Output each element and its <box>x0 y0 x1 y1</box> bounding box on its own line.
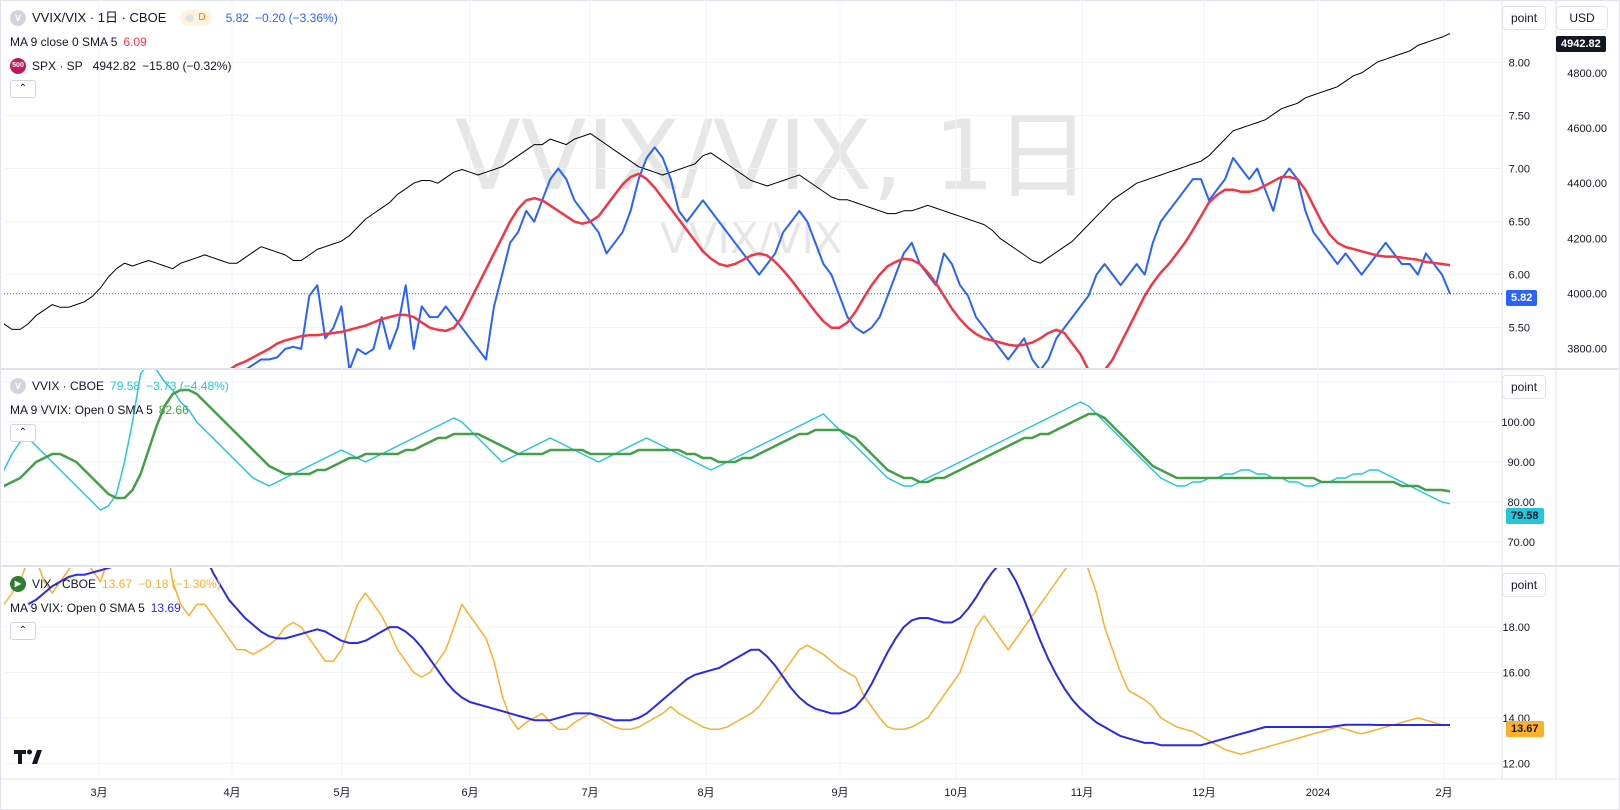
vix-collapse-button[interactable]: ⌃ <box>10 622 36 640</box>
main-symbol-title: VVIX/VIX · 1日 · CBOE <box>32 10 167 25</box>
compare-title: SPX · SP <box>32 59 83 73</box>
vvix-scale-button[interactable]: point <box>1502 375 1547 399</box>
time-axis-label: 5月 <box>333 787 350 799</box>
vix-ma-row[interactable]: MA 9 VIX: Open 0 SMA 5 13.69 <box>10 596 221 620</box>
main-symbol-row[interactable]: V VVIX/VIX · 1日 · CBOE D 5.82 −0.20 (−3.… <box>10 6 338 30</box>
vix-price-tag: 13.67 <box>1506 721 1544 737</box>
main-ma-row[interactable]: MA 9 close 0 SMA 5 6.09 <box>10 30 338 54</box>
vix-pane-legend: ▶ VIX · CBOE 13.67 −0.18 (−1.30%) MA 9 V… <box>10 572 221 640</box>
main-collapse-button[interactable]: ⌃ <box>10 80 36 98</box>
compare-axis-label: 4600.00 <box>1567 123 1607 135</box>
interval-pill[interactable]: D <box>180 10 212 26</box>
vvix-symbol-icon: V <box>10 378 26 394</box>
price-axis-label: 6.50 <box>1509 217 1530 229</box>
main-last-value: 5.82 <box>225 11 249 25</box>
compare-axis-label: 4800.00 <box>1567 68 1607 80</box>
time-axis-label: 9月 <box>831 787 848 799</box>
compare-value: 4942.82 <box>92 59 137 73</box>
time-axis-label: 10月 <box>944 787 967 799</box>
vvix-line <box>4 370 1451 511</box>
spx-badge-icon: 500 <box>10 58 26 74</box>
main-ma-label: MA 9 close 0 SMA 5 <box>10 35 118 49</box>
time-axis-label: 11月 <box>1071 787 1093 799</box>
price-axis-label: 7.50 <box>1509 110 1530 122</box>
vvix-last-value: 79.58 <box>110 379 141 393</box>
vix-change: −0.18 (−1.30%) <box>138 577 221 591</box>
vix-ma-label: MA 9 VIX: Open 0 SMA 5 <box>10 601 145 615</box>
vvix-ma-row[interactable]: MA 9 VVIX: Open 0 SMA 5 82.66 <box>10 398 229 422</box>
time-axis-label: 6月 <box>461 787 478 799</box>
price-axis-label: 7.00 <box>1509 163 1530 175</box>
chevron-up-icon: ⌃ <box>18 427 28 438</box>
vvix-pane-legend: V VVIX · CBOE 79.58 −3.73 (−4.48%) MA 9 … <box>10 374 229 442</box>
vix-symbol-title: VIX · CBOE <box>32 577 97 591</box>
vvix-symbol-title: VVIX · CBOE <box>32 379 105 393</box>
compare-change: −15.80 (−0.32%) <box>142 59 232 73</box>
chevron-up-icon: ⌃ <box>18 625 28 636</box>
status-dot-icon <box>186 14 195 22</box>
vix-ma-value: 13.69 <box>150 601 181 615</box>
vvix-axis-label: 90.00 <box>1507 457 1535 469</box>
vvix-price-tag: 79.58 <box>1506 508 1544 524</box>
ratio-ma-line <box>229 172 1451 368</box>
ratio-line <box>246 146 1451 368</box>
compare-axis-label: 4200.00 <box>1567 233 1607 245</box>
main-scale-button[interactable]: point <box>1502 6 1547 30</box>
vvix-symbol-row[interactable]: V VVIX · CBOE 79.58 −3.73 (−4.48%) <box>10 374 229 398</box>
chevron-up-icon: ⌃ <box>18 83 28 94</box>
vvix-axis-label: 100.00 <box>1501 417 1535 429</box>
vvix-ma-line <box>4 388 1451 500</box>
interval-pill-label: D <box>198 12 206 23</box>
vvix-collapse-button[interactable]: ⌃ <box>10 424 36 442</box>
main-pane-legend: V VVIX/VIX · 1日 · CBOE D 5.82 −0.20 (−3.… <box>10 6 338 98</box>
vix-last-value: 13.67 <box>102 577 133 591</box>
main-ma-value: 6.09 <box>123 35 147 49</box>
price-axis-label: 6.00 <box>1509 270 1530 282</box>
compare-axis-label: 4400.00 <box>1567 178 1607 190</box>
main-change: −0.20 (−3.36%) <box>254 11 338 25</box>
vix-line <box>4 568 1451 756</box>
compare-axis-label: 4000.00 <box>1567 289 1607 301</box>
vvix-ma-value: 82.66 <box>158 403 189 417</box>
spx-line <box>4 33 1451 330</box>
time-axis-label: 2024 <box>1306 787 1330 799</box>
vix-symbol-icon: ▶ <box>10 576 26 592</box>
currency-button[interactable]: USD <box>1556 6 1608 30</box>
vvix-series-group <box>4 370 1451 511</box>
time-axis-label: 2月 <box>1435 787 1452 799</box>
time-axis-label: 4月 <box>223 787 240 799</box>
vvix-axis-label: 70.00 <box>1507 537 1535 549</box>
vvix-vix-symbol-icon: V <box>10 10 26 26</box>
vvix-change: −3.73 (−4.48%) <box>146 379 229 393</box>
main-price-tag: 5.82 <box>1506 290 1538 306</box>
price-axis-label: 8.00 <box>1509 57 1530 69</box>
time-axis-label: 7月 <box>581 787 598 799</box>
tradingview-logo-icon <box>14 749 42 764</box>
vix-axis-label: 16.00 <box>1502 668 1530 680</box>
vix-series-group <box>4 568 1451 756</box>
vvix-ma-label: MA 9 VVIX: Open 0 SMA 5 <box>10 403 153 417</box>
time-axis-label: 12月 <box>1192 787 1215 799</box>
vix-symbol-row[interactable]: ▶ VIX · CBOE 13.67 −0.18 (−1.30%) <box>10 572 221 596</box>
time-axis-label: 8月 <box>697 787 714 799</box>
compare-price-tag: 4942.82 <box>1556 36 1606 52</box>
main-series-group <box>4 33 1451 368</box>
vix-scale-button[interactable]: point <box>1502 573 1547 597</box>
compare-row[interactable]: 500 SPX · SP 4942.82 −15.80 (−0.32%) <box>10 54 338 78</box>
vix-ma-line <box>27 568 1450 747</box>
time-axis-label: 3月 <box>90 787 107 799</box>
price-axis-label: 5.50 <box>1509 323 1530 335</box>
vvix-axis-label: 80.00 <box>1507 497 1535 509</box>
vix-axis-label: 18.00 <box>1502 622 1530 634</box>
compare-axis-label: 3800.00 <box>1567 344 1607 356</box>
vix-axis-label: 12.00 <box>1502 758 1530 770</box>
